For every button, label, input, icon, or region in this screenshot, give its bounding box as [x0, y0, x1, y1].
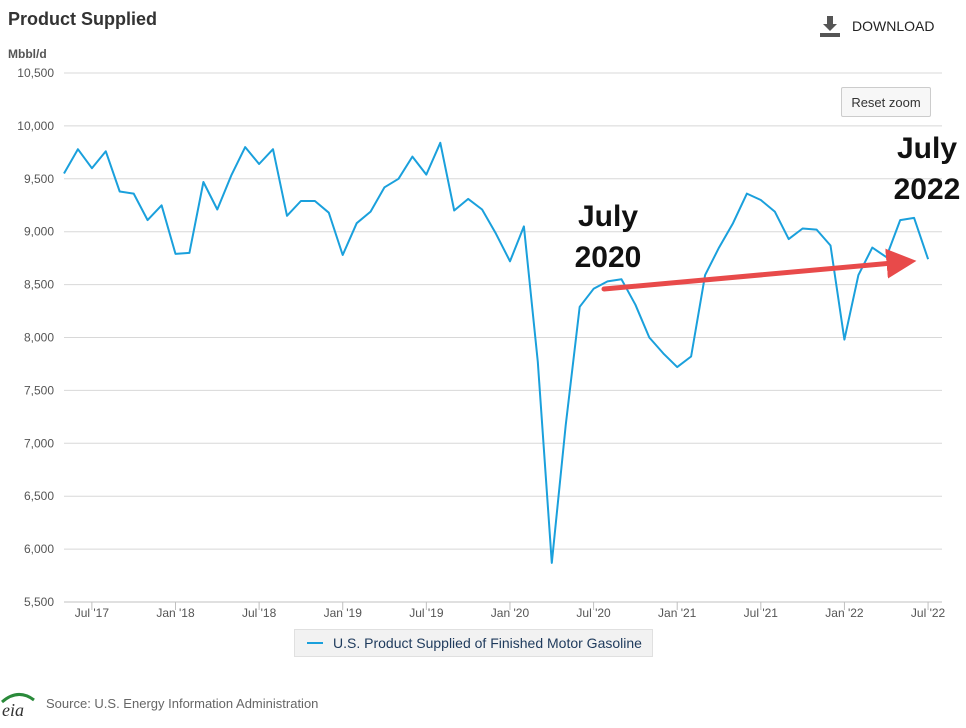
series-line — [63, 141, 930, 564]
y-axis-ticks: 5,500 6,000 6,500 7,000 7,500 8,000 8,500 9,000… — [17, 66, 54, 609]
download-label: DOWNLOAD — [852, 18, 935, 34]
series-group — [63, 141, 930, 564]
x-tick-label: Jan '22 — [825, 606, 864, 620]
y-tick-label: 5,500 — [24, 595, 54, 609]
y-tick-label: 7,000 — [24, 436, 54, 450]
y-tick-label: 9,000 — [24, 225, 54, 239]
annotation-text: July — [897, 132, 957, 165]
x-tick-label: Jan '21 — [658, 606, 697, 620]
y-tick-label: 10,000 — [17, 119, 54, 133]
y-axis-label: Mbbl/d — [8, 47, 47, 61]
x-tick-label: Jan '18 — [156, 606, 195, 620]
download-button[interactable]: DOWNLOAD — [818, 14, 934, 38]
annotation-text: 2022 — [894, 173, 961, 206]
annotation-text: July — [578, 200, 638, 233]
legend-item[interactable]: U.S. Product Supplied of Finished Motor … — [294, 629, 653, 657]
y-tick-label: 8,000 — [24, 331, 54, 345]
svg-text:eia: eia — [2, 700, 24, 718]
y-tick-label: 9,500 — [24, 172, 54, 186]
x-tick-label: Jul '22 — [911, 606, 946, 620]
footer: eia Source: U.S. Energy Information Admi… — [0, 688, 318, 718]
y-tick-label: 10,500 — [17, 66, 54, 80]
trend-arrow — [601, 248, 917, 292]
x-tick-label: Jan '20 — [491, 606, 530, 620]
legend-swatch — [307, 642, 323, 644]
annotations: July 2020 July 2022 — [575, 132, 961, 292]
legend-label: U.S. Product Supplied of Finished Motor … — [333, 635, 642, 651]
x-tick-label: Jan '19 — [324, 606, 363, 620]
y-tick-label: 6,000 — [24, 542, 54, 556]
x-axis: Jul '17 Jan '18 Jul '18 Jan '19 Jul '19 Jan '… — [64, 601, 946, 620]
gridlines — [64, 72, 942, 603]
download-icon — [820, 16, 840, 37]
chart-title: Product Supplied — [8, 9, 158, 29]
x-tick-label: Jul '20 — [576, 606, 611, 620]
x-tick-label: Jul '17 — [75, 606, 110, 620]
x-tick-label: Jul '18 — [242, 606, 277, 620]
y-tick-label: 7,500 — [24, 383, 54, 397]
x-tick-label: Jul '19 — [409, 606, 444, 620]
annotation-text: 2020 — [575, 241, 642, 274]
reset-zoom-button[interactable]: Reset zoom — [841, 87, 931, 117]
y-tick-label: 6,500 — [24, 489, 54, 503]
eia-logo-icon: eia — [1, 693, 35, 718]
x-tick-label: Jul '21 — [744, 606, 779, 620]
source-text: Source: U.S. Energy Information Administ… — [46, 695, 319, 711]
y-tick-label: 8,500 — [24, 278, 54, 292]
